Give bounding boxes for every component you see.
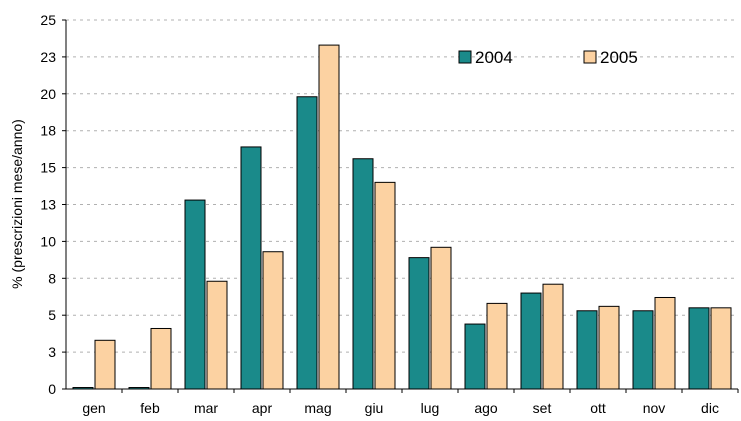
bar-2005-dic: [710, 307, 732, 390]
gridlines: [66, 19, 738, 353]
y-tick-label: 5: [48, 307, 56, 323]
bar-2004-giu: [352, 158, 374, 390]
bar-2005-set: [542, 283, 564, 390]
bar-2004-lug: [408, 257, 430, 390]
legend-swatch-2005: [583, 50, 597, 64]
x-tick-label: dic: [701, 400, 719, 416]
x-tick-label: set: [533, 400, 552, 416]
bar-2004-nov: [632, 310, 654, 390]
x-tick-label: mar: [194, 400, 218, 416]
bar-2004-ott: [576, 310, 598, 390]
bar-2004-set: [520, 292, 542, 390]
bar-2005-gen: [94, 339, 116, 390]
legend-swatch-2004: [458, 50, 472, 64]
x-tick-label: lug: [421, 400, 440, 416]
legend-label-2005: 2005: [600, 48, 638, 67]
legend-label-2004: 2004: [475, 48, 513, 67]
y-tick-label: 8: [48, 270, 56, 286]
bar-2005-mar: [206, 280, 228, 390]
bar-2005-mag: [318, 44, 340, 390]
y-tick-label: 25: [40, 12, 56, 28]
x-tick-label: gen: [82, 400, 105, 416]
bar-2005-feb: [150, 327, 172, 390]
bar-2005-giu: [374, 181, 396, 390]
bars: [72, 44, 732, 390]
y-tick-label: 0: [48, 381, 56, 397]
bar-2004-mar: [184, 199, 206, 390]
x-tick-labels: gen feb mar apr mag giu lug ago set ott nov dic: [82, 389, 739, 416]
x-tick-label: ago: [474, 400, 498, 416]
x-tick-label: ott: [590, 400, 606, 416]
bar-2004-mag: [296, 96, 318, 390]
bar-2005-nov: [654, 296, 676, 390]
bar-2004-apr: [240, 146, 262, 390]
y-tick-label: 15: [40, 160, 56, 176]
y-tick-label: 10: [40, 233, 56, 249]
bar-2005-ott: [598, 305, 620, 390]
x-tick-label: mag: [304, 400, 331, 416]
legend: 2004 2005: [458, 48, 638, 67]
bar-2005-lug: [430, 246, 452, 390]
y-tick-labels: 0 3 5 8 10 13 15 18 20 23 25: [40, 12, 66, 397]
y-tick-label: 3: [48, 344, 56, 360]
bar-2004-dic: [688, 307, 710, 390]
y-axis-label: % (prescrizioni mese/anno): [9, 119, 25, 289]
y-tick-label: 13: [40, 197, 56, 213]
bar-2005-ago: [486, 302, 508, 390]
y-tick-label: 20: [40, 86, 56, 102]
y-tick-label: 18: [40, 123, 56, 139]
y-tick-label: 23: [40, 49, 56, 65]
x-tick-label: nov: [643, 400, 666, 416]
x-tick-label: giu: [365, 400, 384, 416]
bar-2005-apr: [262, 251, 284, 390]
x-tick-label: feb: [140, 400, 160, 416]
x-tick-label: apr: [252, 400, 273, 416]
bar-2004-ago: [464, 323, 486, 390]
